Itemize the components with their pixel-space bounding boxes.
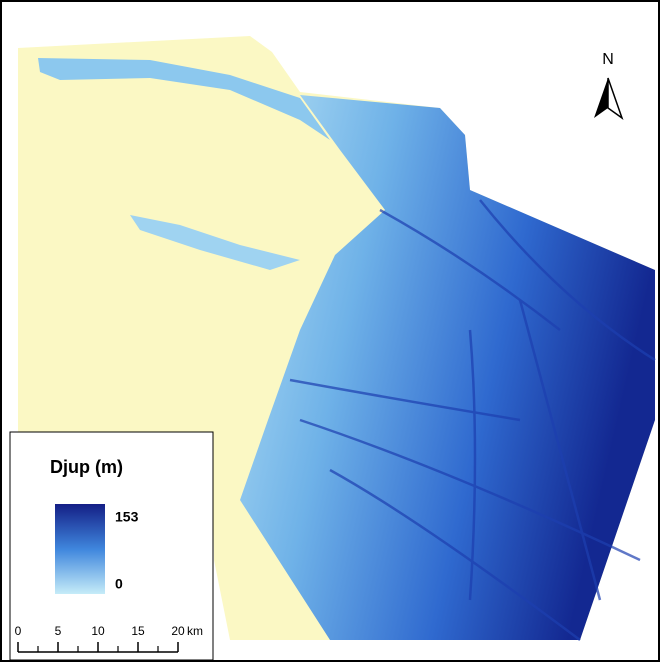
legend-ramp [55,504,105,594]
scale-unit: km [187,624,203,638]
north-label: N [602,51,614,68]
map: N Djup (m) 153 0 0 5 10 15 20km [0,0,660,662]
legend-min: 0 [115,576,123,592]
legend-max: 153 [115,509,139,525]
scale-label: 5 [55,624,62,638]
scale-label: 10 [91,624,105,638]
scale-label: 0 [15,624,22,638]
legend-title: Djup (m) [50,457,123,477]
scale-label: 15 [131,624,145,638]
scale-label: 20 [171,624,185,638]
